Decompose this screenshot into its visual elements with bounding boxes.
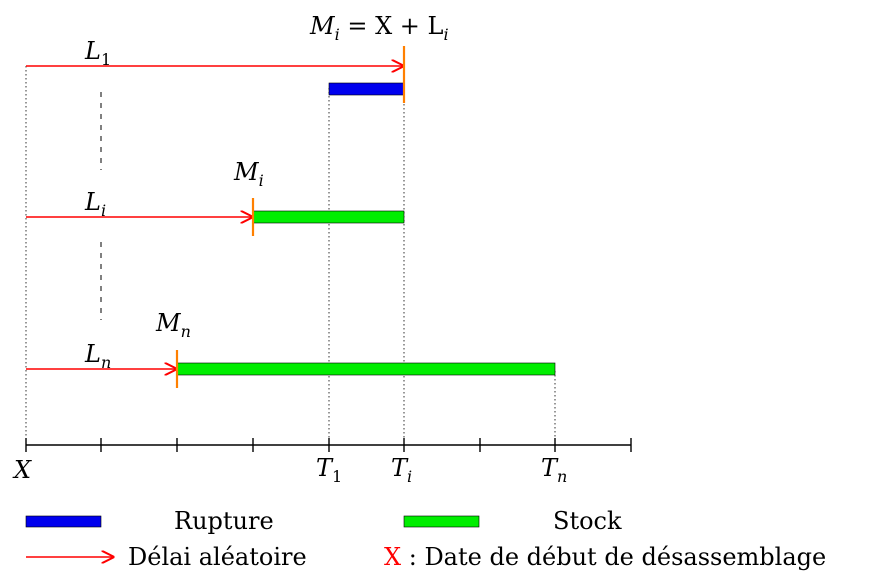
legend: Rupture Stock Délai aléatoire X : Date d… bbox=[25, 507, 826, 571]
axis-label-t1: T1 bbox=[316, 454, 342, 486]
legend-stock-swatch bbox=[403, 515, 480, 528]
label-mi: Mi bbox=[233, 158, 264, 190]
time-axis bbox=[25, 438, 632, 452]
stock-bar-i bbox=[252, 210, 405, 224]
axis-label-tn: Tn bbox=[541, 454, 567, 486]
label-ln: Ln bbox=[84, 340, 111, 372]
axis-label-ti: Ti bbox=[391, 454, 412, 486]
label-l1: L1 bbox=[84, 37, 111, 69]
legend-stock-label: Stock bbox=[553, 507, 622, 535]
legend-rupture-label: Rupture bbox=[174, 507, 274, 535]
legend-delay-label: Délai aléatoire bbox=[128, 543, 307, 571]
guide-lines bbox=[25, 66, 556, 445]
legend-rupture-swatch bbox=[25, 515, 102, 528]
m-markers bbox=[175, 46, 406, 388]
rupture-bar bbox=[328, 82, 405, 96]
title-formula: Mi = X + Li bbox=[309, 12, 449, 44]
legend-x-description: X : Date de début de désassemblage bbox=[384, 543, 826, 571]
delay-arrows bbox=[26, 66, 403, 369]
axis-label-x: X bbox=[12, 456, 32, 484]
label-mn: Mn bbox=[155, 309, 191, 341]
label-li: Li bbox=[84, 188, 106, 220]
stock-bar-n bbox=[176, 362, 556, 376]
